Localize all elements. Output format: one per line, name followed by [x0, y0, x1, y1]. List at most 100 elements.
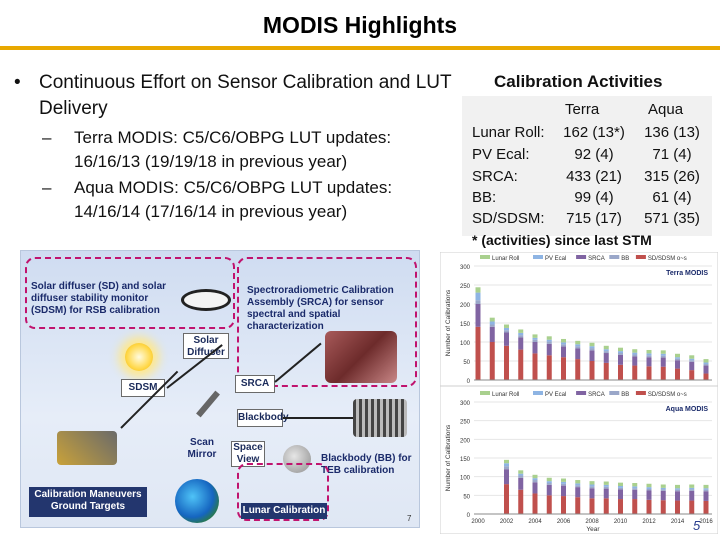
- bar-segment: [660, 489, 666, 491]
- bar-segment: [518, 337, 524, 350]
- bar-segment: [660, 355, 666, 358]
- row-label: PV Ecal:: [472, 146, 530, 163]
- terra-calibration-chart: 0 50 100 150 200 250 300 Number of Calibrations…: [440, 252, 718, 386]
- terra-chart-svg: 0 50 100 150 200 250 300 Number of Calibrations…: [440, 252, 718, 386]
- calibration-row: PV Ecal: 92 (4) 71 (4): [472, 146, 712, 168]
- bar-segment: [475, 300, 481, 304]
- bar-segment: [660, 353, 666, 356]
- bar-segment: [675, 484, 680, 489]
- bar-segment: [703, 359, 709, 363]
- bar-segment: [518, 332, 524, 336]
- bar-segment: [603, 481, 609, 485]
- bar-segment: [646, 487, 652, 489]
- bar-segment: [489, 326, 495, 342]
- bar-segment: [504, 324, 509, 328]
- bar-segment: [660, 500, 666, 514]
- bar-segment: [646, 488, 652, 491]
- bar-segment: [703, 500, 709, 514]
- bar-segment: [703, 364, 709, 366]
- bar-segment: [575, 344, 581, 347]
- bar-segment: [646, 349, 652, 354]
- blackbody-label: Blackbody: [237, 409, 289, 427]
- aqua-value: 315 (26): [644, 168, 700, 185]
- bar-segment: [518, 489, 524, 514]
- legend-label: SD/SDSM o~s: [648, 256, 687, 262]
- y-tick-label: 200: [460, 438, 471, 444]
- bar-segment: [603, 362, 609, 380]
- bar-segment: [589, 342, 595, 347]
- bar-segment: [532, 480, 538, 483]
- bar-segment: [546, 343, 552, 356]
- bar-segment: [618, 482, 623, 486]
- bar-segment: [575, 497, 581, 514]
- x-tick-label: 2014: [671, 519, 685, 525]
- row-label: SD/SDSM:: [472, 210, 545, 227]
- y-tick-label: 300: [460, 401, 471, 407]
- x-tick-label: 2010: [614, 519, 628, 525]
- legend-swatch: [609, 255, 620, 259]
- sub-bullet-dash: –: [42, 128, 52, 147]
- bb-caption: Blackbody (BB) for TEB calibration: [321, 453, 412, 476]
- bar-segment: [589, 481, 595, 485]
- bar-segment: [603, 484, 609, 487]
- bar-segment: [518, 329, 524, 333]
- bar-segment: [575, 483, 581, 486]
- bar-segment: [504, 463, 509, 467]
- bar-segment: [689, 360, 695, 362]
- bar-segment: [689, 484, 695, 488]
- bar-segment: [532, 339, 538, 342]
- bar-segment: [489, 321, 495, 325]
- bar-segment: [475, 326, 481, 380]
- bullet-dot: •: [14, 72, 21, 93]
- legend-label: Lunar Roll: [492, 256, 519, 262]
- bar-segment: [504, 469, 509, 485]
- bar-segment: [703, 491, 709, 501]
- row-label: Lunar Roll:: [472, 124, 545, 141]
- bar-segment: [532, 342, 538, 354]
- bar-segment: [660, 350, 666, 354]
- slide-title: MODIS Highlights: [262, 12, 458, 38]
- x-tick-label: 2006: [557, 519, 571, 525]
- legend-swatch: [533, 391, 543, 395]
- bar-segment: [618, 354, 623, 365]
- bar-segment: [660, 484, 666, 488]
- bar-segment: [475, 292, 481, 301]
- bar-segment: [561, 481, 566, 484]
- y-tick-label: 0: [467, 513, 471, 519]
- bar-segment: [475, 304, 481, 327]
- x-tick-label: 2002: [500, 519, 514, 525]
- terra-value: 433 (21): [566, 168, 622, 185]
- legend-label: Lunar Roll: [492, 392, 519, 398]
- bar-segment: [646, 357, 652, 367]
- title-underline: [0, 46, 720, 50]
- calibration-row: Lunar Roll: 162 (13*) 136 (13): [472, 124, 712, 146]
- bar-segment: [589, 350, 595, 361]
- bar-segment: [489, 317, 495, 322]
- bar-segment: [646, 366, 652, 380]
- legend-swatch: [609, 391, 620, 395]
- bar-segment: [632, 356, 638, 366]
- bar-segment: [532, 493, 538, 514]
- legend-swatch: [480, 391, 490, 395]
- y-tick-label: 100: [460, 341, 471, 347]
- aqua-value: 61 (4): [652, 189, 692, 206]
- sub-bullet-dash: –: [42, 178, 52, 197]
- bar-segment: [561, 496, 566, 514]
- bar-segment: [546, 483, 552, 485]
- bar-segment: [675, 500, 680, 514]
- sub-bullet-terra-text: Terra MODIS: C5/C6/OBPG LUT updates: 16/…: [74, 128, 392, 171]
- bar-segment: [546, 484, 552, 496]
- bar-segment: [632, 352, 638, 355]
- bar-segment: [561, 357, 566, 380]
- bar-segment: [532, 474, 538, 479]
- column-header-aqua: Aqua: [648, 101, 684, 118]
- bar-segment: [589, 484, 595, 487]
- bar-segment: [575, 487, 581, 498]
- bar-segment: [575, 346, 581, 349]
- legend-label: BB: [621, 256, 629, 262]
- bar-segment: [504, 332, 509, 346]
- bar-segment: [589, 486, 595, 489]
- srca-label: SRCA: [235, 375, 275, 393]
- x-tick-label: 2000: [471, 519, 485, 525]
- chart-title: Terra MODIS: [666, 270, 708, 277]
